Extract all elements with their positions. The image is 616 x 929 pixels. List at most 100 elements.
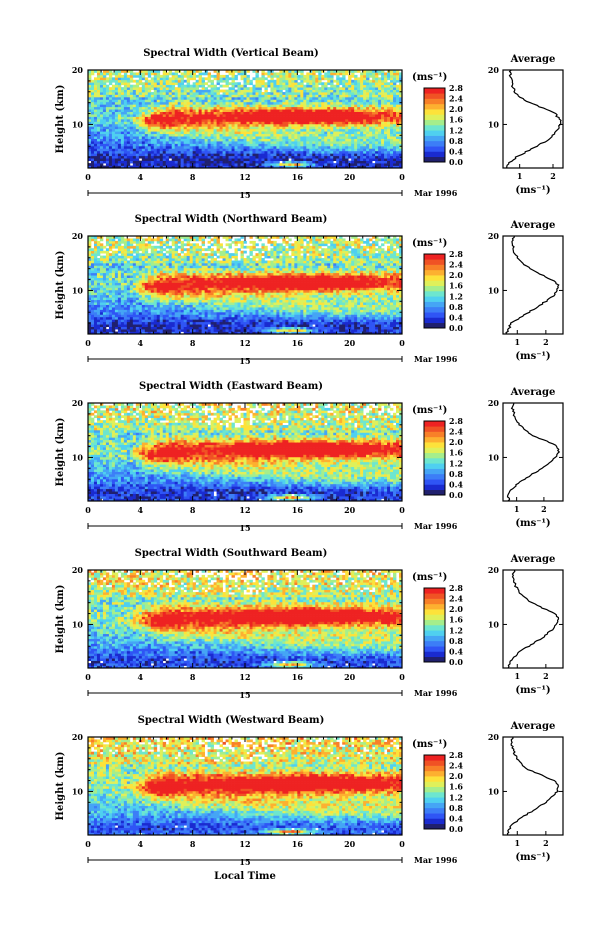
heatmap-cell [192, 111, 197, 115]
heatmap-cell [195, 133, 199, 137]
heatmap-cell [114, 299, 119, 303]
heatmap-cell [96, 123, 101, 127]
heatmap-cell [222, 79, 226, 83]
heatmap-cell [123, 321, 128, 325]
heatmap-cell [246, 141, 250, 144]
heatmap-cell [180, 96, 185, 100]
heatmap-cell [111, 101, 116, 105]
heatmap-cell [132, 143, 137, 147]
heatmap-cell [90, 148, 95, 152]
heatmap-cell [234, 99, 238, 103]
heatmap-cell [231, 158, 235, 161]
heatmap-cell [88, 70, 92, 73]
heatmap-cell [147, 260, 152, 264]
heatmap-cell [351, 109, 355, 112]
heatmap-cell [267, 94, 271, 98]
heatmap-cell [171, 111, 176, 115]
heatmap-cell [345, 109, 349, 112]
heatmap-cell [363, 138, 367, 142]
heatmap-cell [174, 82, 179, 86]
heatmap-cell [291, 114, 295, 117]
heatmap-cell [93, 267, 98, 271]
heatmap-cell [228, 138, 232, 142]
heatmap-cell [174, 150, 179, 154]
heatmap-cell [102, 258, 107, 261]
heatmap-cell [168, 104, 173, 108]
heatmap-cell [342, 74, 346, 78]
heatmap-cell [267, 72, 271, 76]
heatmap-cell [312, 150, 316, 154]
heatmap-cell [132, 280, 137, 283]
heatmap-cell [180, 99, 185, 103]
heatmap-cell [141, 238, 146, 242]
heatmap-cell [342, 123, 346, 127]
heatmap-cell [129, 331, 134, 335]
heatmap-cell [357, 84, 361, 88]
heatmap-cell [135, 153, 140, 157]
heatmap-cell [147, 243, 152, 247]
heatmap-cell [132, 272, 137, 276]
heatmap-cell [393, 126, 397, 130]
heatmap-cell [330, 163, 334, 166]
heatmap-cell [153, 92, 158, 95]
heatmap-cell [183, 145, 188, 149]
heatmap-cell [186, 131, 191, 135]
heatmap-cell [231, 163, 235, 166]
heatmap-cell [363, 70, 367, 73]
heatmap-cell [357, 77, 361, 81]
heatmap-cell [126, 87, 131, 90]
heatmap-cell [243, 101, 247, 105]
heatmap-cell [88, 329, 92, 332]
heatmap-cell [315, 111, 319, 115]
heatmap-cell [285, 141, 289, 144]
heatmap-cell [102, 77, 107, 81]
heatmap-cell [177, 148, 182, 152]
heatmap-cell [90, 319, 95, 323]
heatmap-cell [276, 104, 280, 108]
heatmap-cell [117, 287, 122, 291]
heatmap-cell [147, 304, 152, 308]
heatmap-cell [312, 89, 316, 93]
heatmap-cell [135, 253, 140, 256]
heatmap-cell [309, 133, 313, 137]
heatmap-cell [288, 165, 292, 169]
heatmap-cell [141, 72, 146, 76]
heatmap-cell [387, 116, 391, 120]
heatmap-cell [297, 136, 301, 139]
heatmap-cell [276, 114, 280, 117]
heatmap-cell [165, 133, 170, 137]
heatmap-cell [96, 163, 101, 166]
heatmap-cell [276, 131, 280, 135]
heatmap-cell [372, 128, 376, 132]
heatmap-cell [324, 104, 328, 108]
heatmap-cell [258, 143, 262, 147]
heatmap-cell [363, 143, 367, 147]
heatmap-cell [348, 123, 352, 127]
heatmap-cell [159, 87, 164, 90]
heatmap-cell [111, 326, 116, 330]
heatmap-cell [90, 285, 95, 288]
heatmap-cell [162, 89, 167, 93]
heatmap-cell [315, 92, 319, 95]
heatmap-cell [231, 74, 235, 78]
heatmap-cell [399, 92, 403, 95]
heatmap-cell [96, 316, 101, 320]
heatmap-cell [264, 141, 268, 144]
heatmap-cell [180, 128, 185, 132]
heatmap-cell [102, 133, 107, 137]
heatmap-cell [294, 82, 298, 86]
heatmap-cell [279, 72, 283, 76]
heatmap-cell [315, 94, 319, 98]
heatmap-cell [297, 163, 301, 166]
heatmap-cell [174, 87, 179, 90]
heatmap-cell [96, 148, 101, 152]
heatmap-cell [114, 282, 119, 286]
heatmap-cell [309, 77, 313, 81]
heatmap-cell [270, 126, 274, 130]
heatmap-cell [246, 82, 250, 86]
heatmap-cell [225, 153, 229, 157]
heatmap-cell [141, 260, 146, 264]
heatmap-cell [243, 126, 247, 130]
heatmap-cell [399, 153, 403, 157]
heatmap-cell [381, 89, 385, 93]
